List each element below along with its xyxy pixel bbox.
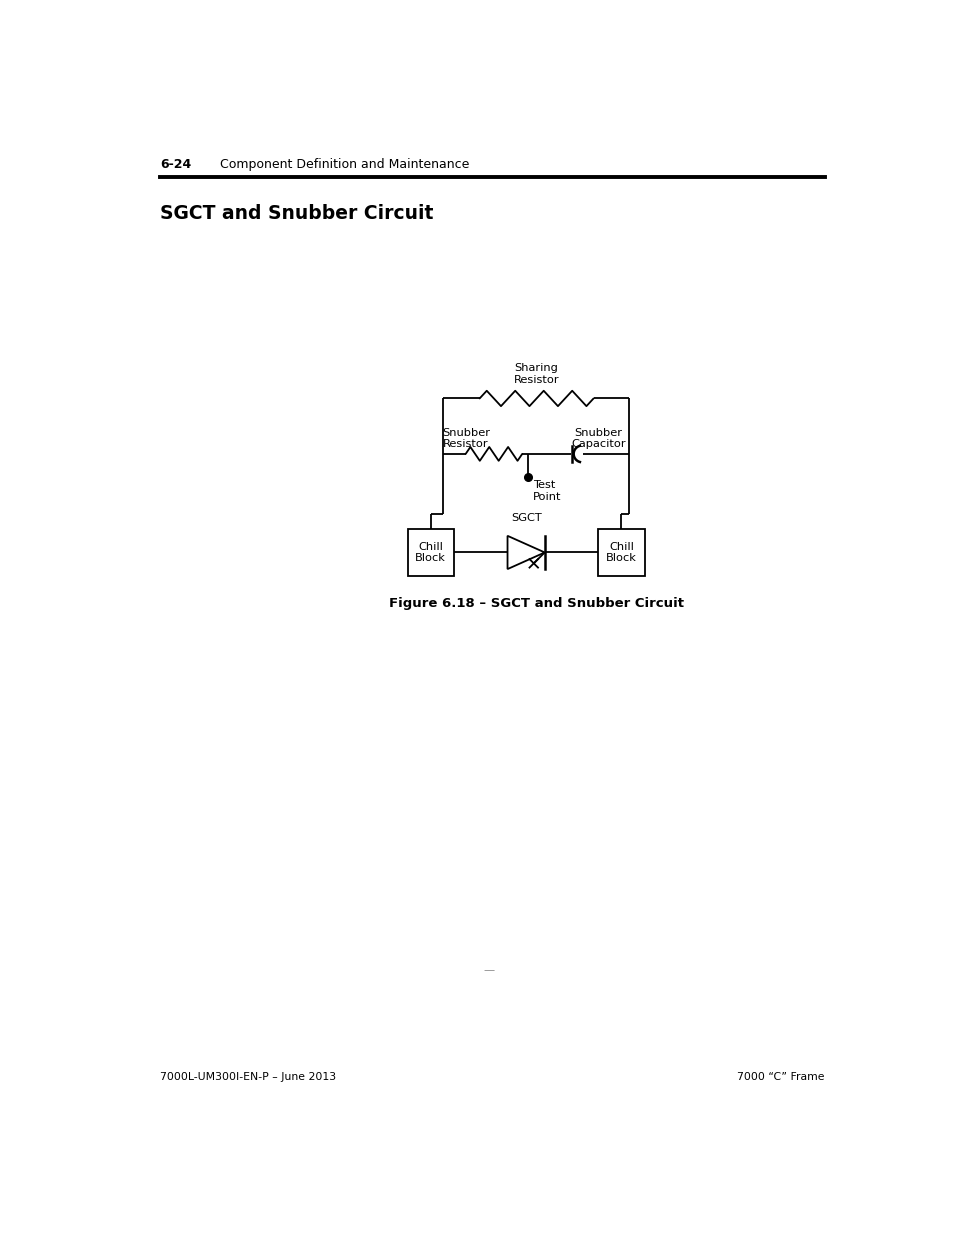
Text: Test
Point: Test Point [533,480,561,501]
Text: Chill
Block: Chill Block [605,542,637,563]
Text: Chill
Block: Chill Block [415,542,446,563]
Bar [598,530,644,576]
Bar [407,530,454,576]
Text: Component Definition and Maintenance: Component Definition and Maintenance [220,158,469,172]
Text: SGCT and Snubber Circuit: SGCT and Snubber Circuit [160,205,434,224]
Text: SGCT: SGCT [510,514,541,524]
Text: 7000 “C” Frame: 7000 “C” Frame [737,1072,823,1082]
Text: Sharing
Resistor: Sharing Resistor [514,363,558,384]
Text: —: — [483,965,494,974]
Text: 6-24: 6-24 [160,158,192,172]
Text: Snubber
Capacitor: Snubber Capacitor [570,427,625,450]
Text: Figure 6.18 – SGCT and Snubber Circuit: Figure 6.18 – SGCT and Snubber Circuit [388,597,683,610]
Text: Snubber
Resistor: Snubber Resistor [441,427,490,450]
Text: 7000L-UM300I-EN-P – June 2013: 7000L-UM300I-EN-P – June 2013 [160,1072,336,1082]
